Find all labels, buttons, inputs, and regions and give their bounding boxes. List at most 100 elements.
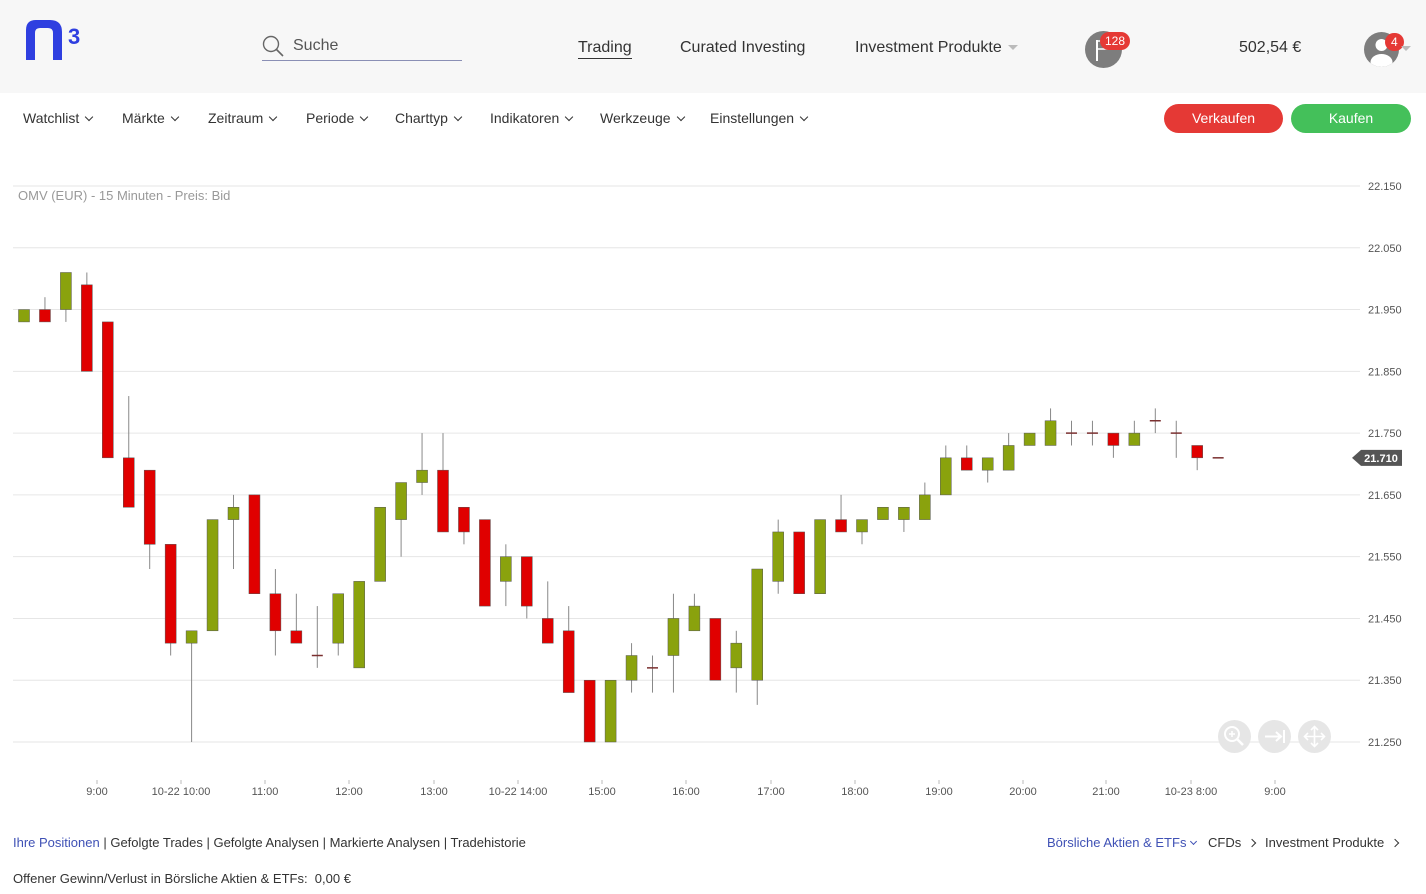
candle-body <box>751 568 763 681</box>
chevron-down-icon <box>453 112 463 122</box>
candle-body <box>919 494 931 520</box>
candle-body <box>1191 445 1203 459</box>
candle-body <box>227 506 240 520</box>
candle-body <box>1107 432 1120 446</box>
nav-investment-produkte[interactable]: Investment Produkte <box>855 39 1018 57</box>
current-price-label: 21.710 <box>1364 453 1398 465</box>
x-tick-label: 10-22 14:00 <box>489 786 548 798</box>
candle-body <box>102 321 114 459</box>
candle-body <box>521 556 533 607</box>
account-balance[interactable]: 502,54 € <box>1239 39 1302 56</box>
candle-body <box>1023 432 1036 446</box>
candle-body <box>374 506 386 582</box>
menu-werkzeuge[interactable]: Werkzeuge <box>600 110 685 126</box>
candle-body <box>332 593 344 644</box>
candle-body <box>458 506 470 533</box>
chevron-down-icon <box>170 112 180 122</box>
candle-body <box>856 519 868 533</box>
candle-body <box>123 457 135 508</box>
menu-zeitraum[interactable]: Zeitraum <box>208 110 278 126</box>
chevron-down-icon <box>85 112 94 122</box>
current-price-tag <box>1352 449 1402 466</box>
menu-einstellungen-label: Einstellungen <box>710 110 795 126</box>
candle-body <box>60 272 72 310</box>
user-menu-caret-icon[interactable] <box>1401 46 1411 51</box>
nav-trading[interactable]: Trading <box>578 39 632 59</box>
chevron-down-icon <box>799 112 809 122</box>
x-tick-label: 21:00 <box>1092 786 1120 798</box>
market-investment-produkte[interactable]: Investment Produkte <box>1265 835 1400 850</box>
user-icon <box>1370 39 1393 67</box>
candle-body <box>877 506 889 520</box>
x-tick-label: 9:00 <box>86 786 107 798</box>
market-cfds[interactable]: CFDs <box>1208 835 1257 850</box>
n3-logo[interactable]: 3 <box>22 18 92 64</box>
nav-investment-produkte-label: Investment Produkte <box>855 39 1002 56</box>
x-tick-label: 15:00 <box>588 786 616 798</box>
x-tick-label: 13:00 <box>420 786 448 798</box>
menu-watchlist-label: Watchlist <box>23 110 80 126</box>
menu-werkzeuge-label: Werkzeuge <box>600 110 671 126</box>
candle-body <box>479 519 491 607</box>
candle-body <box>416 469 428 483</box>
tab-gefolgte-analysen[interactable]: Gefolgte Analysen <box>213 835 319 850</box>
search-input[interactable] <box>293 35 453 57</box>
scroll-to-end-button[interactable] <box>1258 720 1291 753</box>
avatar[interactable] <box>1364 32 1399 67</box>
arrow-to-end-icon <box>1265 730 1285 743</box>
tab-ihre-positionen[interactable]: Ihre Positionen <box>13 835 100 850</box>
menu-einstellungen[interactable]: Einstellungen <box>710 110 809 126</box>
market-boersliche-aktien-label: Börsliche Aktien & ETFs <box>1047 835 1187 850</box>
chevron-down-icon <box>268 112 278 122</box>
positions-tabs: Ihre Positionen | Gefolgte Trades | Gefo… <box>13 835 526 850</box>
x-tick-label: 11:00 <box>252 786 279 798</box>
candle-body <box>961 457 973 471</box>
y-tick-label: 22.050 <box>1368 243 1402 255</box>
candlestick-chart[interactable]: 22.150 22.050 21.950 21.850 21.750 21.650 21.5… <box>0 150 1426 810</box>
candle-body <box>1044 420 1057 446</box>
y-tick-label: 21.950 <box>1368 305 1402 317</box>
tab-markierte-analysen[interactable]: Markierte Analysen <box>329 835 441 850</box>
candle-body <box>353 581 365 669</box>
menu-charttyp[interactable]: Charttyp <box>395 110 463 126</box>
search-box[interactable] <box>262 33 462 61</box>
market-cfds-label: CFDs <box>1208 835 1242 850</box>
candle-body <box>542 618 554 644</box>
candle-body <box>39 309 51 323</box>
y-tick-label: 21.750 <box>1368 428 1402 440</box>
y-tick-label: 21.550 <box>1368 552 1402 564</box>
x-tick-label: 10-23 8:00 <box>1165 786 1218 798</box>
menu-periode[interactable]: Periode <box>306 110 369 126</box>
sell-button[interactable]: Verkaufen <box>1164 104 1283 133</box>
menu-periode-label: Periode <box>306 110 355 126</box>
menu-watchlist[interactable]: Watchlist <box>23 110 94 126</box>
candle-body <box>562 630 575 693</box>
y-tick-label: 22.150 <box>1368 181 1402 193</box>
candle-body <box>1002 445 1015 471</box>
candle-body <box>269 593 282 632</box>
candle-body <box>709 618 722 681</box>
y-tick-label: 21.650 <box>1368 490 1402 502</box>
pnl-value: 0,00 € <box>314 871 351 886</box>
candle-body <box>814 519 826 594</box>
candle-body <box>898 506 910 520</box>
tab-tradehistorie[interactable]: Tradehistorie <box>450 835 526 850</box>
candle-body <box>395 482 407 520</box>
candle-body <box>206 519 219 632</box>
menu-maerkte[interactable]: Märkte <box>122 110 180 126</box>
menu-charttyp-label: Charttyp <box>395 110 448 126</box>
menu-indikatoren[interactable]: Indikatoren <box>490 110 574 126</box>
candle-body <box>688 605 701 632</box>
nav-curated-investing[interactable]: Curated Investing <box>680 39 806 56</box>
x-tick-label: 12:00 <box>335 786 363 798</box>
tab-gefolgte-trades[interactable]: Gefolgte Trades <box>110 835 203 850</box>
x-tick-label: 9:00 <box>1264 786 1285 798</box>
buy-button[interactable]: Kaufen <box>1291 104 1411 133</box>
market-boersliche-aktien[interactable]: Börsliche Aktien & ETFs <box>1047 835 1198 850</box>
pan-button[interactable] <box>1298 720 1331 753</box>
top-header: 3 Trading Curated Investing Investment P… <box>0 0 1426 93</box>
candle-body <box>835 519 847 533</box>
open-pnl: Offener Gewinn/Verlust in Börsliche Akti… <box>13 871 351 886</box>
zoom-in-icon <box>1224 726 1244 746</box>
zoom-button[interactable] <box>1218 720 1251 753</box>
